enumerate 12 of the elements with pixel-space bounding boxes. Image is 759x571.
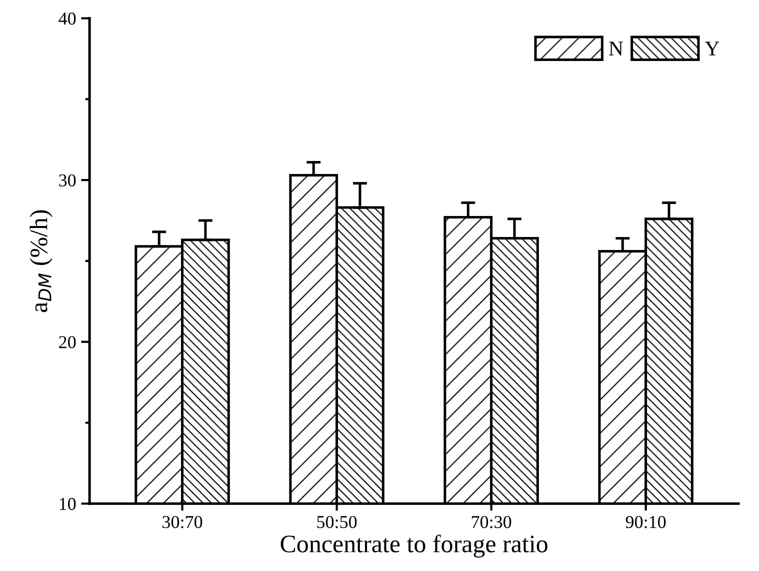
- y-tick-label: 20: [59, 336, 76, 348]
- y-tick-label: 10: [60, 498, 76, 510]
- legend-label: Y: [704, 42, 720, 56]
- y-axis-title: a$_{DM}$ (%/h): [30, 210, 52, 312]
- x-tick-label: 50:50: [317, 516, 357, 528]
- x-tick-label: 30:70: [162, 516, 202, 528]
- y-tick-label: 30: [59, 174, 76, 186]
- x-axis-title: Concentrate to forage ratio: [280, 534, 548, 558]
- x-tick-label: 70:30: [472, 516, 512, 528]
- y-tick-label: 40: [58, 12, 76, 25]
- x-tick-label: 90:10: [626, 516, 666, 528]
- legend-label: N: [609, 42, 623, 56]
